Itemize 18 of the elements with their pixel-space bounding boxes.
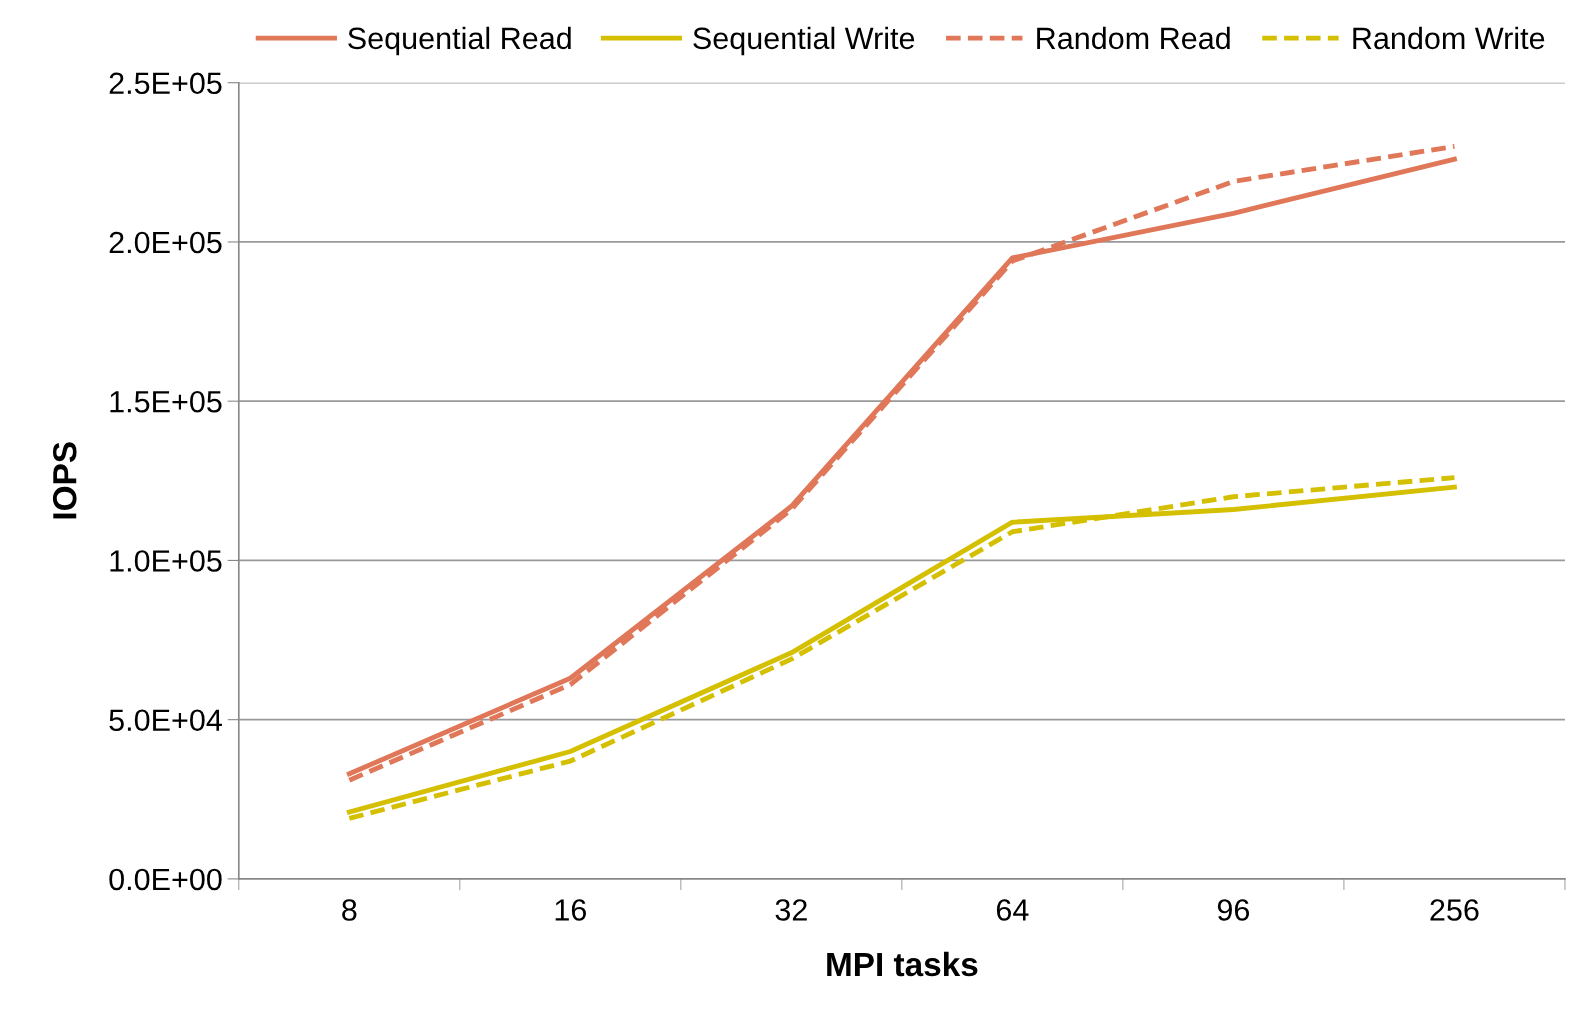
legend-label: Random Read xyxy=(1037,26,1230,50)
x-tick-label: 96 xyxy=(1217,899,1250,921)
x-tick-label: 64 xyxy=(996,899,1029,921)
y-tick-label: 1.5E+05 xyxy=(110,390,222,413)
x-tick-label: 8 xyxy=(342,899,357,921)
y-tick-label: 1.0E+05 xyxy=(110,550,222,572)
y-tick-label: 2.0E+05 xyxy=(109,231,222,254)
y-axis-title: IOPS xyxy=(52,442,77,519)
y-tick-label: 5.0E+04 xyxy=(109,709,222,732)
x-tick-label: 32 xyxy=(775,899,807,921)
legend-label: Sequential Write xyxy=(693,26,915,56)
y-tick-label: 2.5E+05 xyxy=(109,72,222,95)
legend-label: Random Write xyxy=(1353,26,1545,50)
x-tick-label: 16 xyxy=(555,899,586,921)
y-tick-label: 0.0E+00 xyxy=(109,868,222,891)
x-axis-title: MPI tasks xyxy=(827,951,978,977)
x-tick-label: 256 xyxy=(1430,899,1479,921)
legend-label: Sequential Read xyxy=(348,26,571,56)
